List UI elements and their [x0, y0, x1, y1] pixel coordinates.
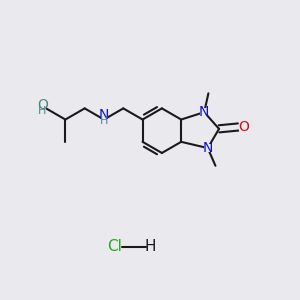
Bar — [101, 112, 107, 118]
Text: O: O — [37, 98, 48, 112]
Text: H: H — [144, 239, 156, 254]
Bar — [239, 123, 248, 131]
Text: H: H — [38, 106, 47, 116]
Text: Cl: Cl — [107, 239, 122, 254]
Text: H: H — [100, 116, 108, 126]
Text: N: N — [99, 108, 109, 122]
Bar — [204, 144, 212, 152]
Text: O: O — [238, 120, 249, 134]
Bar — [102, 118, 106, 123]
Text: N: N — [202, 141, 213, 155]
Bar — [200, 108, 208, 116]
Bar — [39, 105, 46, 112]
Text: N: N — [199, 105, 209, 119]
